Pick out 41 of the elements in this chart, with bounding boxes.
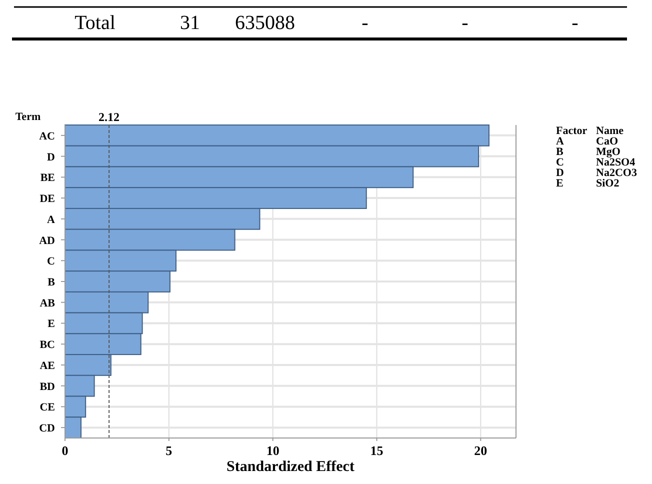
text: -	[462, 12, 468, 34]
x-tick-label: 0	[62, 443, 68, 458]
text: 635088	[235, 12, 295, 34]
y-tick-label: C	[47, 256, 56, 268]
y-tick-label: AE	[40, 360, 55, 372]
x-tick-label: 5	[166, 443, 173, 458]
text: Name	[596, 125, 624, 137]
x-tick-label: 20	[474, 443, 488, 458]
text: Total	[74, 12, 116, 34]
text: -	[362, 12, 368, 34]
text: SiO2	[596, 178, 620, 190]
text: -	[572, 12, 578, 34]
y-tick-label: AC	[39, 130, 56, 142]
y-tick-label: AD	[39, 234, 56, 247]
x-tick-label: 15	[370, 443, 384, 458]
y-tick-label: A	[47, 214, 56, 226]
y-tick-label: BC	[40, 339, 56, 352]
y-tick-label: DE	[40, 193, 55, 206]
text: E	[556, 178, 564, 190]
text: 31	[180, 12, 200, 34]
y-tick-label: BE	[40, 172, 55, 184]
y-tick-label: BD	[40, 380, 56, 393]
y-tick-label: D	[47, 151, 56, 164]
text: MgO	[596, 146, 621, 158]
y-tick-label: E	[48, 318, 55, 330]
text: A	[556, 136, 564, 148]
ref-line-label: 2.12	[98, 110, 120, 124]
text: D	[556, 167, 564, 179]
y-tick-label: B	[48, 276, 56, 288]
text: Factor	[556, 125, 588, 137]
y-tick-label: CE	[40, 402, 55, 414]
text: C	[556, 156, 564, 168]
text: B	[556, 146, 564, 158]
y-axis-title: Term	[15, 111, 41, 123]
y-tick-label: CD	[39, 422, 56, 435]
text: Na2SO4	[596, 156, 636, 168]
x-axis-title: Standardized Effect	[226, 459, 354, 475]
text: CaO	[596, 136, 618, 148]
x-tick-label: 10	[266, 443, 280, 458]
text: Na2CO3	[596, 167, 638, 179]
y-tick-label: AB	[40, 297, 56, 310]
